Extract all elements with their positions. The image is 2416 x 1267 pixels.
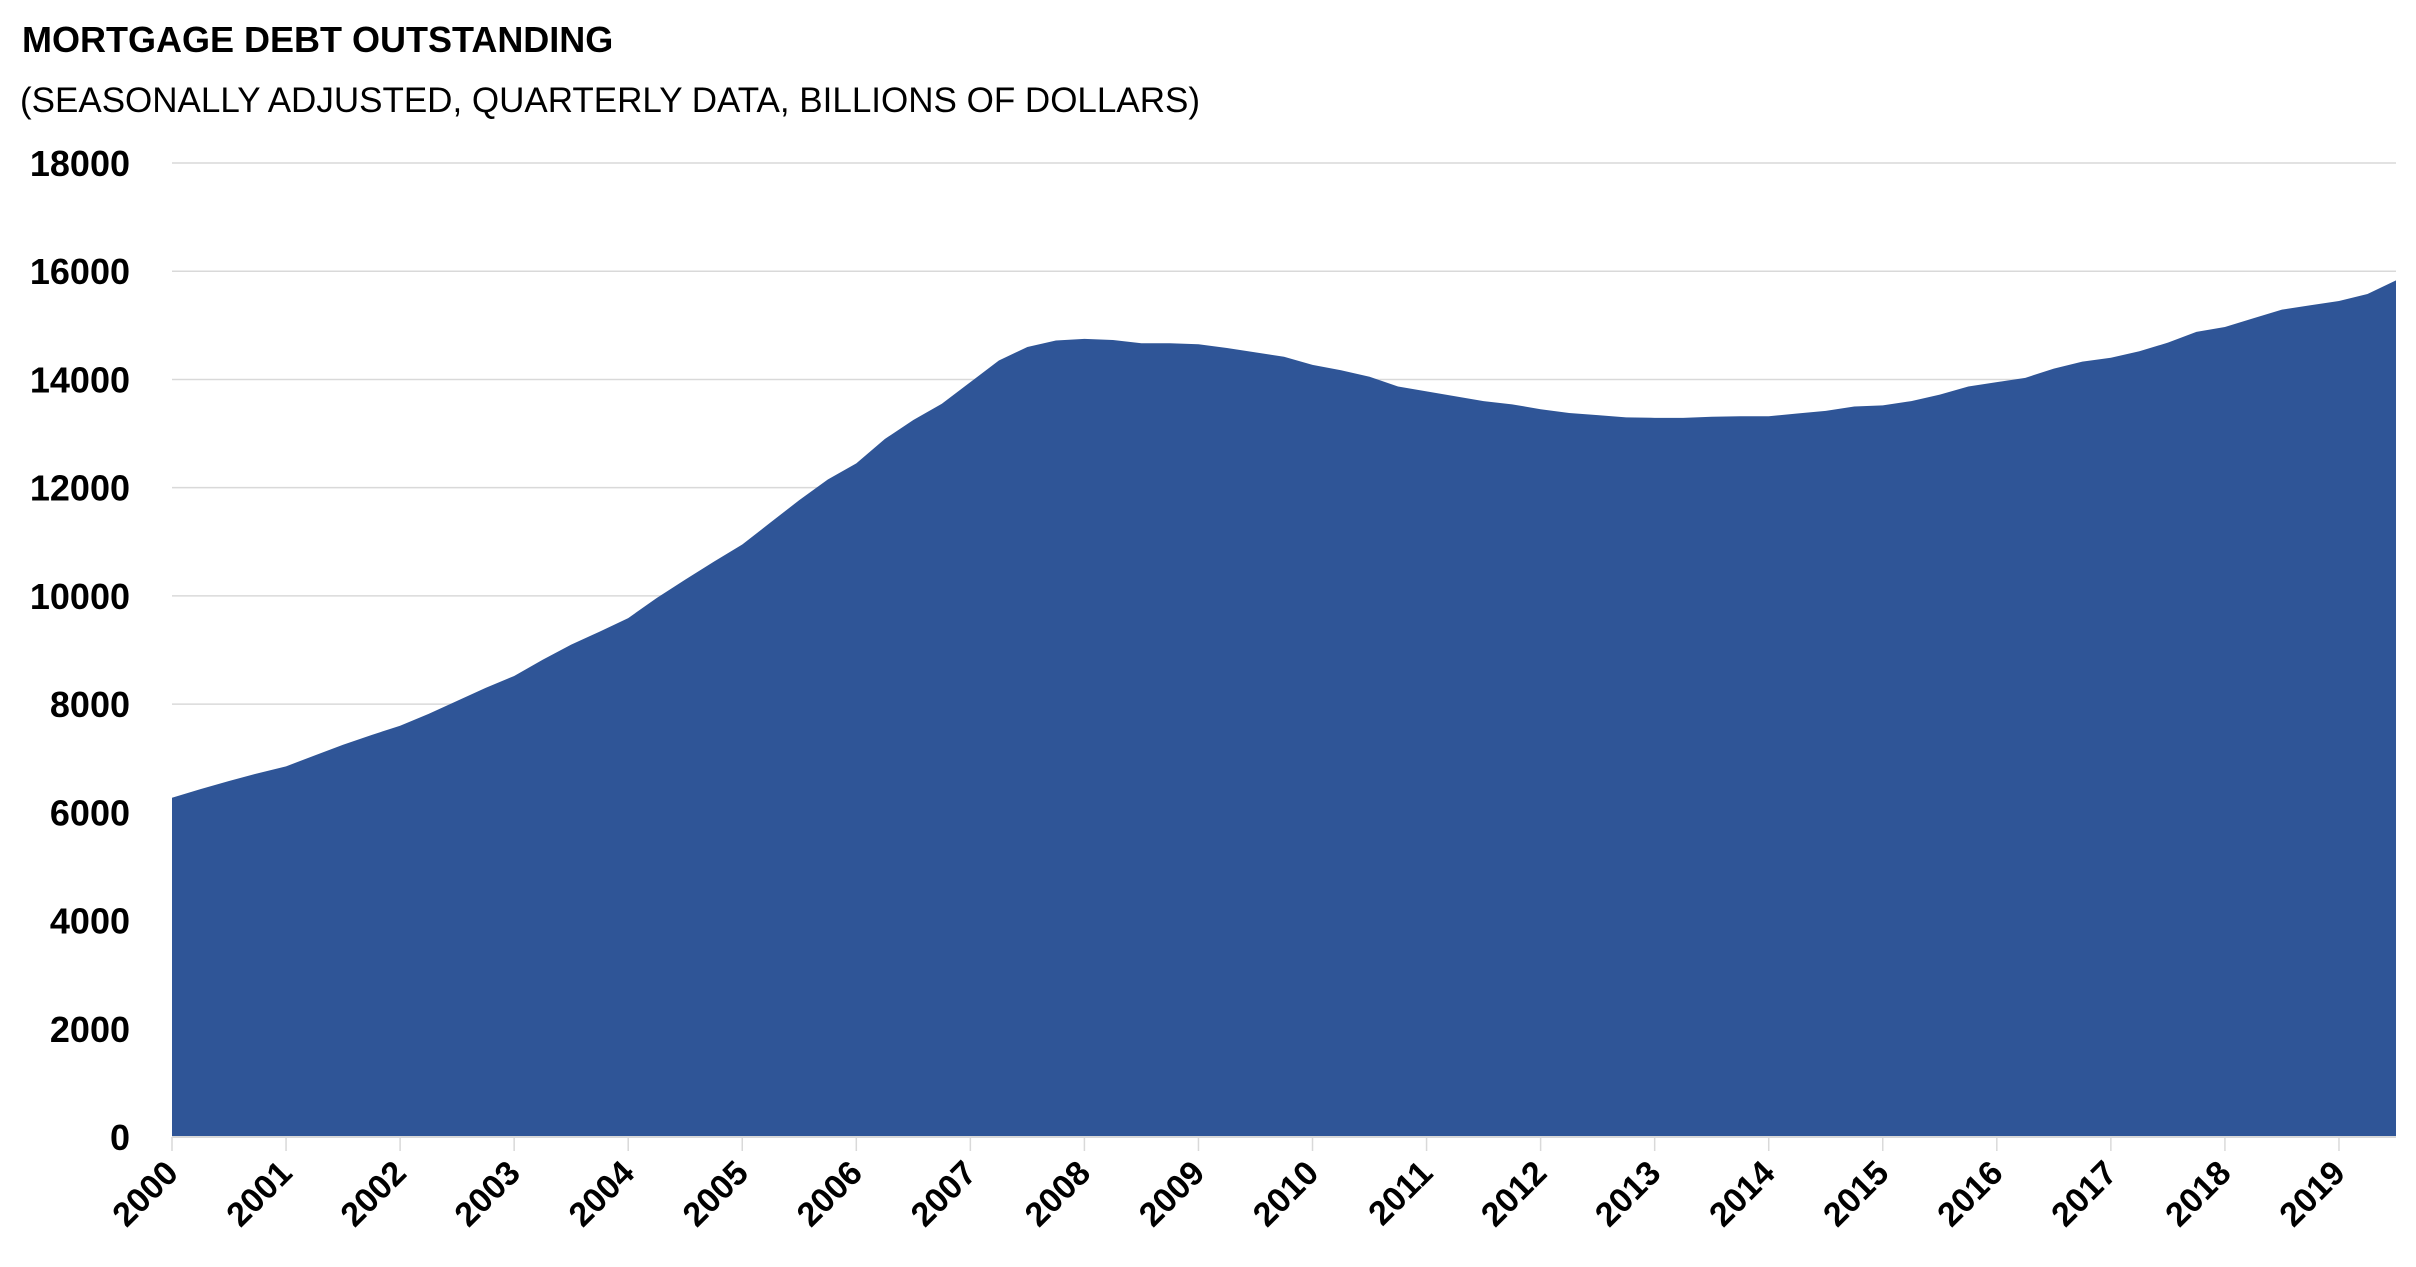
x-tick-label: 2013 (1588, 1154, 1668, 1234)
y-tick-label: 2000 (50, 1009, 130, 1050)
series-area (172, 280, 2396, 1138)
y-tick-label: 14000 (30, 359, 130, 400)
x-tick-label: 2018 (2158, 1154, 2238, 1234)
x-tick-label: 2017 (2044, 1154, 2124, 1234)
x-tick-label: 2000 (105, 1154, 185, 1234)
x-tick-label: 2014 (1702, 1154, 1782, 1234)
x-tick-label: 2005 (676, 1154, 756, 1234)
y-tick-label: 16000 (30, 251, 130, 292)
x-tick-label: 2010 (1246, 1154, 1326, 1234)
x-tick-label: 2002 (333, 1154, 413, 1234)
x-tick-label: 2008 (1018, 1154, 1098, 1234)
x-tick-label: 2004 (562, 1154, 642, 1234)
x-tick-label: 2003 (447, 1154, 527, 1234)
x-axis: 2000 2001 2002 2003 2004 2005 2006 2007 2008 2009… (105, 1137, 2353, 1234)
x-tick-label: 2015 (1816, 1154, 1896, 1234)
y-tick-label: 8000 (50, 684, 130, 725)
y-tick-label: 10000 (30, 576, 130, 617)
x-tick-label: 2001 (219, 1154, 299, 1234)
area-series-mortgage-debt (172, 280, 2396, 1137)
x-tick-label: 2012 (1474, 1154, 1554, 1234)
x-tick-label: 2007 (904, 1154, 984, 1234)
x-tick-label: 2006 (790, 1154, 870, 1234)
y-tick-label: 12000 (30, 468, 130, 509)
y-axis: 0 2000 4000 6000 8000 10000 12000 14000 16000 180… (30, 143, 130, 1158)
chart-title: MORTGAGE DEBT OUTSTANDING (22, 19, 613, 60)
x-tick-label: 2019 (2272, 1154, 2352, 1234)
x-tick-label: 2016 (1930, 1154, 2010, 1234)
x-tick-label: 2011 (1361, 1154, 1440, 1233)
y-tick-label: 4000 (50, 901, 130, 942)
y-tick-label: 6000 (50, 792, 130, 833)
y-tick-label: 0 (110, 1117, 130, 1158)
y-tick-label: 18000 (30, 143, 130, 184)
chart-subtitle: (SEASONALLY ADJUSTED, QUARTERLY DATA, BI… (20, 81, 1200, 120)
x-tick-label: 2009 (1132, 1154, 1212, 1234)
